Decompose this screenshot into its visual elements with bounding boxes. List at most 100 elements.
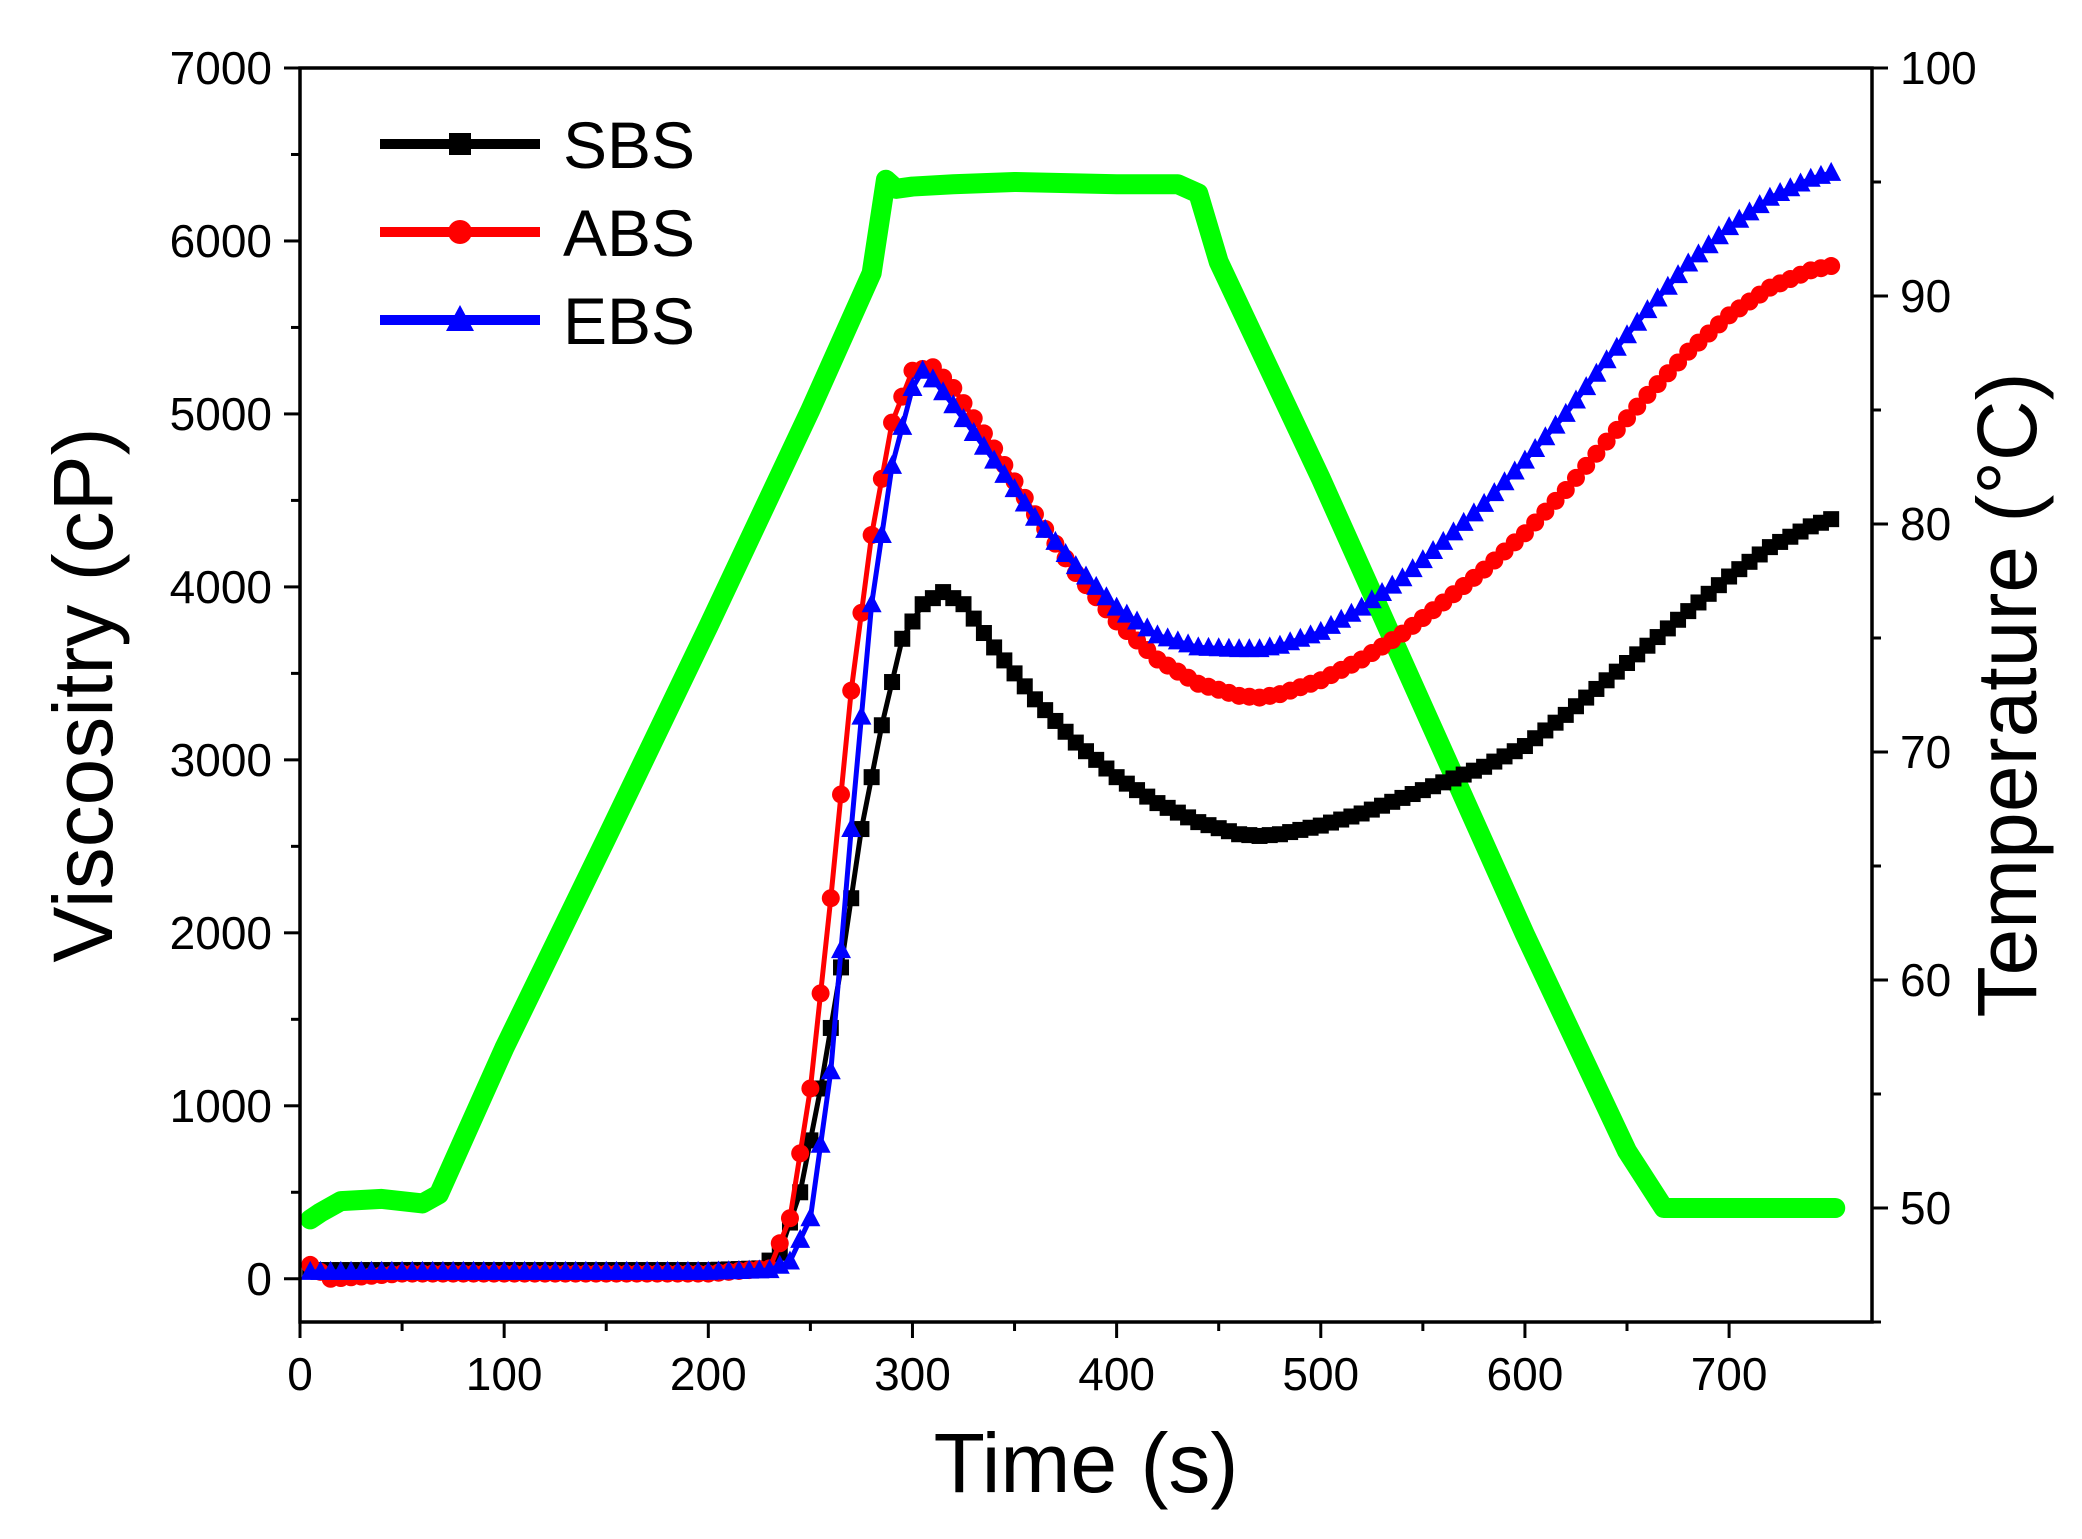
- data-point-ebs: [1535, 426, 1556, 446]
- y2-tick-label: 100: [1900, 42, 1977, 94]
- data-point-abs: [1618, 409, 1637, 428]
- data-point-ebs: [790, 1228, 811, 1248]
- data-point-ebs: [1637, 299, 1658, 319]
- data-point-abs: [872, 469, 891, 488]
- series-ebs: [300, 161, 1842, 1280]
- data-point-ebs: [1065, 555, 1086, 575]
- legend-label-sbs: SBS: [563, 108, 695, 182]
- data-point-sbs: [894, 630, 911, 647]
- data-point-ebs: [1749, 194, 1770, 214]
- data-point-ebs: [1596, 349, 1617, 369]
- data-point-ebs: [963, 421, 984, 441]
- data-point-ebs: [1647, 287, 1668, 307]
- x-tick-label: 700: [1691, 1348, 1768, 1400]
- x-tick-label: 300: [874, 1348, 951, 1400]
- data-point-ebs: [1004, 478, 1025, 498]
- data-point-sbs: [884, 674, 901, 691]
- data-point-abs: [1822, 257, 1841, 276]
- y2-axis-title: Temperature (°C): [1960, 372, 2054, 1017]
- data-point-ebs: [1372, 581, 1393, 601]
- data-point-abs: [801, 1079, 820, 1098]
- data-point-ebs: [1412, 549, 1433, 569]
- data-point-ebs: [1045, 530, 1066, 550]
- series-line-temperature: [300, 169, 1846, 1230]
- plot-content: [300, 161, 1846, 1288]
- data-point-ebs: [1759, 186, 1780, 206]
- y2-tick-label: 90: [1900, 270, 1951, 322]
- data-point-sbs: [996, 652, 1013, 669]
- y2-tick-label: 80: [1900, 498, 1951, 550]
- data-point-ebs: [851, 705, 872, 725]
- data-point-ebs: [1382, 574, 1403, 594]
- data-point-ebs: [1576, 376, 1597, 396]
- data-point-ebs: [1096, 586, 1117, 606]
- data-point-abs: [811, 984, 830, 1003]
- data-point-ebs: [871, 524, 892, 544]
- data-point-ebs: [943, 394, 964, 414]
- data-point-ebs: [1525, 437, 1546, 457]
- data-point-ebs: [779, 1250, 800, 1270]
- data-point-ebs: [882, 454, 903, 474]
- data-point-abs: [1556, 481, 1575, 500]
- data-point-ebs: [1351, 596, 1372, 616]
- data-point-ebs: [1443, 521, 1464, 541]
- data-point-ebs: [1106, 596, 1127, 616]
- data-point-abs: [780, 1209, 799, 1228]
- data-point-abs: [842, 681, 861, 700]
- y-tick-label: 5000: [170, 388, 272, 440]
- legend-label-abs: ABS: [563, 196, 695, 270]
- x-tick-label: 100: [466, 1348, 543, 1400]
- data-point-ebs: [1127, 610, 1148, 630]
- data-point-ebs: [1484, 482, 1505, 502]
- data-point-sbs: [1016, 678, 1033, 695]
- data-point-sbs: [965, 610, 982, 627]
- data-point-ebs: [1035, 518, 1056, 538]
- data-point-ebs: [1688, 243, 1709, 263]
- data-point-abs: [832, 785, 851, 804]
- data-point-ebs: [953, 408, 974, 428]
- y-tick-label: 0: [246, 1253, 272, 1305]
- data-point-ebs: [1494, 471, 1515, 491]
- data-point-ebs: [1657, 275, 1678, 295]
- data-point-abs: [791, 1144, 810, 1163]
- data-point-ebs: [1729, 208, 1750, 228]
- data-point-ebs: [1014, 492, 1035, 512]
- data-point-sbs: [1823, 511, 1840, 528]
- data-point-ebs: [800, 1207, 821, 1227]
- data-point-ebs: [1310, 620, 1331, 640]
- y-tick-label: 2000: [170, 907, 272, 959]
- data-point-ebs: [1565, 389, 1586, 409]
- data-point-ebs: [1055, 543, 1076, 563]
- x-tick-label: 200: [670, 1348, 747, 1400]
- data-point-abs: [821, 889, 840, 908]
- data-point-ebs: [841, 818, 862, 838]
- data-point-ebs: [1719, 216, 1740, 236]
- y-axis-title: Viscositry (cP): [36, 427, 130, 962]
- legend-item-sbs: SBS: [380, 108, 695, 182]
- series-temperature: [300, 169, 1846, 1230]
- data-point-sbs: [986, 639, 1003, 656]
- legend-marker-ebs: [446, 305, 474, 331]
- legend-marker-sbs: [449, 133, 471, 155]
- legend-label-ebs: EBS: [563, 284, 695, 358]
- legend-marker-abs: [448, 220, 472, 244]
- data-point-ebs: [1086, 575, 1107, 595]
- data-point-ebs: [1320, 614, 1341, 634]
- y-tick-label: 4000: [170, 561, 272, 613]
- data-point-ebs: [1137, 617, 1158, 637]
- data-point-ebs: [1392, 567, 1413, 587]
- data-point-ebs: [1545, 414, 1566, 434]
- y-tick-label: 1000: [170, 1080, 272, 1132]
- axes: 0 100 200 300 400 500 600 700010002000300040005…: [170, 42, 1977, 1400]
- data-point-ebs: [820, 1060, 841, 1080]
- y-tick-label: 3000: [170, 734, 272, 786]
- data-point-ebs: [973, 435, 994, 455]
- data-point-ebs: [810, 1133, 831, 1153]
- data-point-sbs: [904, 613, 921, 630]
- data-point-ebs: [1698, 234, 1719, 254]
- data-point-ebs: [1821, 161, 1842, 181]
- data-point-ebs: [1474, 492, 1495, 512]
- data-point-ebs: [1433, 530, 1454, 550]
